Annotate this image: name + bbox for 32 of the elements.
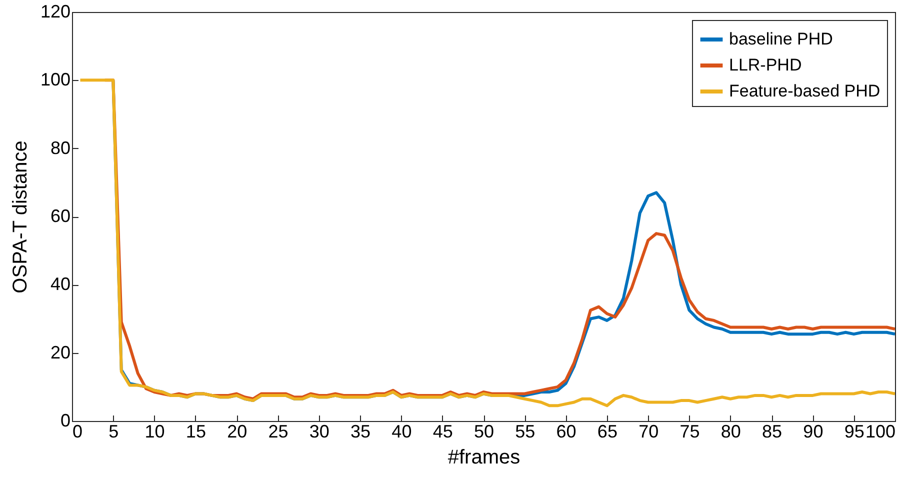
- x-tick-label: 70: [638, 422, 659, 442]
- x-tick-label: 60: [556, 422, 576, 442]
- x-tick-label: 30: [309, 422, 330, 442]
- x-tick-label: 90: [803, 422, 824, 442]
- x-tick-label: 75: [680, 422, 700, 442]
- x-tick-label: 55: [515, 422, 536, 442]
- y-axis-title: OSPA-T distance: [9, 140, 32, 294]
- x-tick-label: 95: [844, 422, 864, 442]
- x-tick-label: 45: [432, 422, 453, 442]
- y-tick-label: 100: [40, 70, 70, 90]
- x-tick-label: 85: [762, 422, 782, 442]
- legend-label: LLR-PHD: [729, 56, 802, 74]
- legend-label: Feature-based PHD: [729, 82, 880, 100]
- x-tick-label: 25: [268, 422, 288, 442]
- x-tick-label: 40: [392, 422, 412, 442]
- x-axis-title: #frames: [448, 446, 520, 468]
- x-tick-label: 10: [144, 422, 165, 442]
- x-tick-label: 0: [72, 422, 83, 442]
- x-tick-label: 65: [597, 422, 618, 442]
- x-tick-label: 100: [865, 422, 896, 442]
- x-tick-label: 15: [186, 422, 206, 442]
- y-tick-label: 40: [50, 274, 70, 294]
- legend-label: baseline PHD: [729, 30, 833, 48]
- y-tick-label: 120: [40, 2, 70, 22]
- x-tick-label: 20: [227, 422, 248, 442]
- x-tick-label: 35: [350, 422, 371, 442]
- x-tick-label: 80: [720, 422, 741, 442]
- y-tick-label: 20: [50, 342, 70, 362]
- y-tick-label: 80: [50, 138, 70, 158]
- x-tick-label: 50: [474, 422, 494, 442]
- y-tick-label: 60: [50, 206, 70, 226]
- x-tick-label: 5: [108, 422, 119, 442]
